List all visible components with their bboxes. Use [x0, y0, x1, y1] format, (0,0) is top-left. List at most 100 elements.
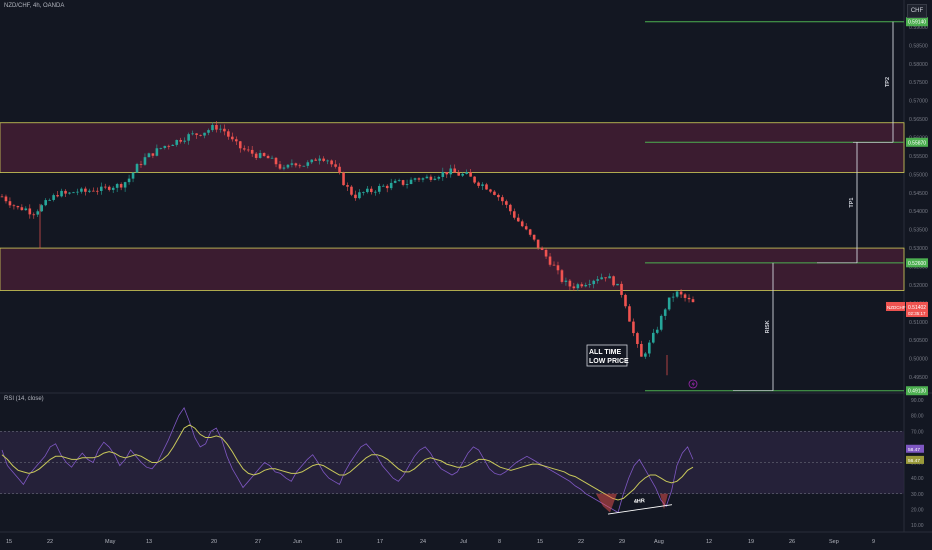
candle-body [143, 157, 147, 165]
candle-body [123, 182, 127, 188]
price-level-label: 0.59140 [908, 20, 926, 26]
candle-body [640, 343, 643, 357]
candle-body [115, 184, 119, 188]
candle-body [199, 134, 202, 136]
candle-body [485, 184, 488, 190]
candle-body [385, 185, 389, 189]
price-tick-label: 0.58000 [909, 62, 928, 68]
candle-body [675, 291, 679, 297]
candle-body [223, 128, 226, 132]
candle-body [111, 187, 115, 190]
candle-body [401, 180, 405, 185]
candle-body [131, 172, 135, 179]
candle-body [103, 186, 107, 188]
time-tick-label: 26 [789, 539, 795, 545]
price-level-tag [906, 17, 928, 27]
candle-body [544, 249, 548, 257]
candle-body [679, 291, 683, 295]
candle-body [191, 133, 194, 135]
candle-body [175, 139, 179, 145]
currency-button[interactable]: CHF [907, 4, 927, 18]
candle-body [366, 188, 369, 193]
candle-body [429, 176, 433, 180]
price-tick-label: 0.49500 [909, 375, 928, 381]
candle-body [509, 204, 512, 212]
rsi-oversold-fill [596, 493, 617, 513]
price-tick-label: 0.51000 [909, 320, 928, 326]
candle-body [298, 165, 302, 167]
price-tick-label: 0.57500 [909, 80, 928, 86]
price-level-label: 0.52600 [908, 261, 926, 267]
candle-body [258, 153, 262, 158]
candle-body [64, 190, 67, 194]
price-tick-label: 0.53500 [909, 228, 928, 234]
candle-body [80, 188, 83, 192]
candle-body [528, 229, 532, 235]
candle-body [250, 149, 254, 154]
price-tick-label: 0.56500 [909, 117, 928, 123]
candle-body [512, 211, 516, 218]
candle-body [608, 276, 611, 279]
candle-body [516, 217, 520, 222]
symbol-tag [886, 301, 905, 311]
candle-body [433, 178, 437, 180]
divergence-line [607, 504, 673, 515]
candle-body [207, 130, 210, 133]
candle-body [636, 333, 639, 344]
candle-body [596, 279, 599, 281]
rsi-tick-label: 30.00 [911, 492, 924, 498]
measure-label: TP2 [885, 77, 891, 87]
candle-body [588, 284, 592, 285]
candle-body [381, 185, 385, 187]
candle-body [32, 214, 36, 216]
candle-body [671, 296, 675, 298]
candle-body [306, 162, 310, 166]
candle-body [417, 178, 421, 180]
candle-body [282, 167, 286, 169]
time-tick-label: 22 [47, 539, 53, 545]
candle-body [552, 264, 556, 266]
time-tick-label: 12 [706, 539, 712, 545]
candle-body [524, 226, 528, 230]
candle-body [425, 176, 429, 179]
candle-body [663, 309, 667, 316]
candle-body [572, 286, 576, 289]
candle-body [370, 188, 373, 193]
candle-body [505, 201, 508, 205]
time-tick-label: 13 [146, 539, 152, 545]
measure-label: RISK [765, 320, 771, 333]
candle-body [338, 166, 341, 173]
candle-body [405, 184, 409, 185]
price-tick-label: 0.52500 [909, 265, 928, 271]
candle-body [461, 173, 464, 176]
candle-body [270, 157, 274, 159]
candle-body [576, 284, 580, 289]
annotation-box [586, 344, 628, 367]
divergence-label: 4HR [634, 498, 646, 505]
candle-body [40, 205, 44, 212]
candle-body [683, 294, 687, 298]
rsi-ma-value-tag [906, 455, 924, 464]
candle-body [139, 164, 143, 165]
candle-body [346, 185, 349, 187]
candle-body [687, 297, 691, 300]
time-tick-label: Aug [654, 539, 664, 545]
candle-body [72, 192, 75, 194]
countdown-label: 02:35:17 [908, 311, 926, 316]
candle-body [651, 332, 655, 343]
rsi-tick-label: 20.00 [911, 507, 924, 513]
rsi-tick-label: 70.00 [911, 429, 924, 435]
rsi-title: RSI (14, close) [4, 396, 44, 402]
candle-body [179, 139, 183, 142]
candle-body [52, 195, 55, 200]
candle-body [628, 306, 631, 322]
candle-body [326, 160, 329, 162]
candle-body [457, 172, 460, 176]
candle-body [648, 342, 651, 354]
candle-body [290, 163, 294, 165]
candle-body [8, 201, 12, 206]
price-tick-label: 0.50500 [909, 338, 928, 344]
price-level-tag [906, 386, 928, 396]
candle-body [397, 180, 401, 181]
